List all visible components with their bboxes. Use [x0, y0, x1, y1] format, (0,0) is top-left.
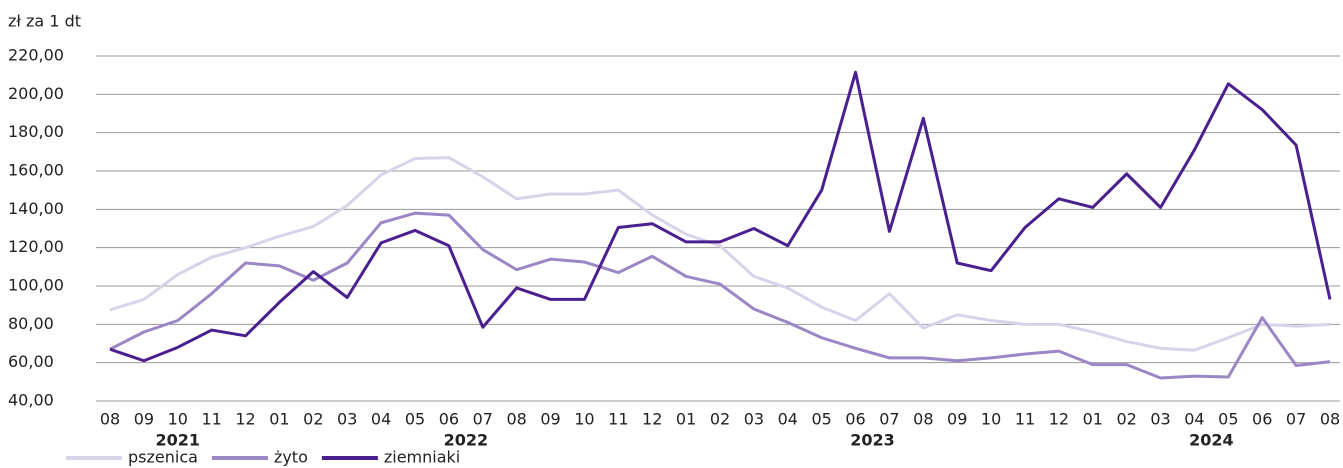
line-series	[109, 211, 1331, 380]
axis-label: zł za 1 dt	[8, 12, 81, 31]
legend-label: żyto	[274, 448, 308, 467]
x-tick-label: 03	[1150, 410, 1170, 429]
x-tick-label: 04	[778, 410, 798, 429]
x-tick-label: 05	[1218, 410, 1238, 429]
x-tick-label: 10	[168, 410, 188, 429]
x-tick-label: 06	[439, 410, 459, 429]
y-tick-label: 140,00	[8, 199, 64, 218]
year-label: 2023	[850, 431, 895, 450]
x-tick-label: 12	[642, 410, 662, 429]
x-tick-label: 04	[371, 410, 391, 429]
x-tick-label: 02	[710, 410, 730, 429]
x-tick-label: 03	[337, 410, 357, 429]
x-tick-label: 04	[1184, 410, 1204, 429]
year-label: 2024	[1189, 431, 1234, 450]
x-tick-label: 01	[269, 410, 289, 429]
y-tick-label: 100,00	[8, 276, 64, 295]
year-label: 2021	[156, 431, 201, 450]
x-tick-label: 11	[608, 410, 628, 429]
line-series	[109, 156, 1331, 352]
x-tick-label: 11	[201, 410, 221, 429]
x-tick-label: 01	[1083, 410, 1103, 429]
x-tick-label: 02	[1116, 410, 1136, 429]
legend-label: pszenica	[128, 448, 198, 467]
legend-label: ziemniaki	[384, 448, 460, 467]
x-tick-label: 08	[100, 410, 120, 429]
x-tick-label: 12	[235, 410, 255, 429]
x-tick-label: 09	[134, 410, 154, 429]
y-tick-label: 200,00	[8, 84, 64, 103]
x-tick-label: 12	[1049, 410, 1069, 429]
x-tick-label: 05	[405, 410, 425, 429]
x-tick-label: 11	[1015, 410, 1035, 429]
y-tick-label: 40,00	[8, 391, 54, 410]
x-tick-label: 09	[947, 410, 967, 429]
line-series	[109, 70, 1332, 363]
x-tick-label: 02	[303, 410, 323, 429]
year-label: 2022	[444, 431, 489, 450]
x-tick-label: 09	[540, 410, 560, 429]
x-tick-label: 10	[981, 410, 1001, 429]
x-tick-label: 07	[1286, 410, 1306, 429]
x-tick-label: 06	[1252, 410, 1272, 429]
y-tick-label: 60,00	[8, 352, 54, 371]
x-tick-label: 08	[506, 410, 526, 429]
x-tick-label: 07	[879, 410, 899, 429]
x-tick-label: 03	[744, 410, 764, 429]
x-tick-label: 05	[811, 410, 831, 429]
y-tick-label: 120,00	[8, 237, 64, 256]
x-tick-label: 07	[473, 410, 493, 429]
x-tick-label: 08	[913, 410, 933, 429]
y-tick-label: 220,00	[8, 46, 64, 65]
x-tick-label: 01	[676, 410, 696, 429]
y-tick-label: 80,00	[8, 314, 54, 333]
x-tick-label: 06	[845, 410, 865, 429]
x-tick-label: 08	[1320, 410, 1340, 429]
y-tick-label: 160,00	[8, 161, 64, 180]
x-tick-label: 10	[574, 410, 594, 429]
y-tick-label: 180,00	[8, 122, 64, 141]
